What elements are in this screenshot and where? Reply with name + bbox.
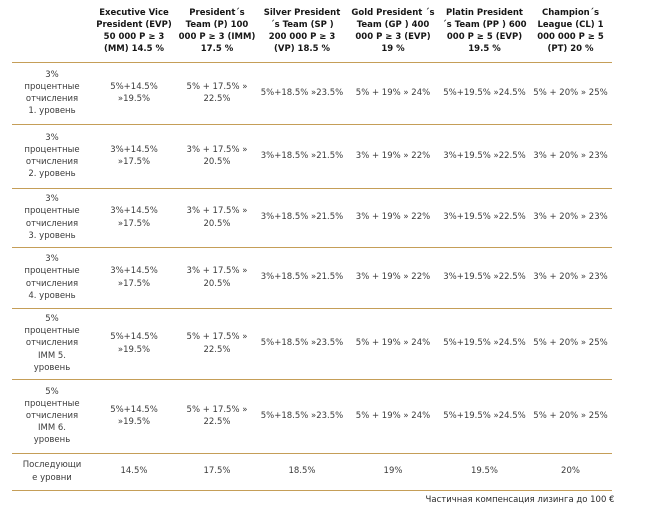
table-cell: 3%+18.5% »21.5% <box>260 212 344 223</box>
table-row-imm-level-6: 5% процентные отчисления IMM 6. уровень … <box>12 379 612 453</box>
table-cell: 5%+18.5% »23.5% <box>260 410 344 421</box>
table-cell: 5%+19.5% »24.5% <box>443 87 526 98</box>
table-cell: 3%+19.5% »22.5% <box>443 212 526 223</box>
table-row-level-2: 3% процентные отчисления 2. уровень 3%+1… <box>12 124 612 188</box>
table-cell: 3%+14.5% »17.5% <box>110 206 158 229</box>
table-cell: 3%+19.5% »22.5% <box>443 150 526 161</box>
table-row-level-3: 3% процентные отчисления 3. уровень 3%+1… <box>12 188 612 247</box>
table-cell: 19% <box>383 466 403 477</box>
table-cell: 20% <box>561 466 580 477</box>
row-label: 5% процентные отчисления IMM 6. уровень <box>24 386 80 446</box>
table-cell: 3%+19.5% »22.5% <box>443 272 526 283</box>
row-label: 3% процентные отчисления 2. уровень <box>24 132 80 180</box>
table-cell: 3% + 17.5% » 20.5% <box>186 144 248 167</box>
table-cell: 5%+14.5% »19.5% <box>110 404 158 427</box>
column-header-gold-presidents-team: Gold President ´s Team (GP ) 400 000 P ≥… <box>351 7 435 54</box>
table-row-imm-level-5: 5% процентные отчисления IMM 5. уровень … <box>12 308 612 379</box>
table-cell: 5% + 17.5% » 22.5% <box>186 332 248 355</box>
table-cell: 5%+18.5% »23.5% <box>260 338 344 349</box>
table-cell: 5%+14.5% »19.5% <box>110 332 158 355</box>
table-cell: 5%+19.5% »24.5% <box>443 338 526 349</box>
table-cell: 5% + 20% » 25% <box>533 338 608 349</box>
table-cell: 17.5% <box>203 466 231 477</box>
table-cell: 3%+14.5% »17.5% <box>110 266 158 289</box>
table-cell: 3% + 19% » 22% <box>355 272 431 283</box>
column-header-presidents-team: President´s Team (P) 100 000 P ≥ 3 (IMM)… <box>178 7 256 54</box>
table-cell: 3% + 19% » 22% <box>355 212 431 223</box>
table-cell: 5%+18.5% »23.5% <box>260 87 344 98</box>
table-row-subsequent-levels: Последующие уровни 14.5% 17.5% 18.5% 19%… <box>12 453 612 490</box>
table-cell: 3% + 19% » 22% <box>355 150 431 161</box>
table-cell: 5%+14.5% »19.5% <box>110 81 158 104</box>
table-row-level-1: 3% процентные отчисления 1. уровень 5%+1… <box>12 62 612 124</box>
column-header-evp: Executive Vice President (EVP) 50 000 P … <box>96 7 172 54</box>
table-cell: 18.5% <box>288 466 316 477</box>
table-cell: 5% + 20% » 25% <box>533 410 608 421</box>
table-cell: 3%+14.5% »17.5% <box>110 144 158 167</box>
table-cell: 3%+18.5% »21.5% <box>260 272 344 283</box>
row-label: 3% процентные отчисления 3. уровень <box>24 194 80 241</box>
column-header-champions-league: Champion´s League (CL) 1 000 000 P ≥ 5 (… <box>537 7 604 54</box>
header-row: Executive Vice President (EVP) 50 000 P … <box>12 0 612 62</box>
corner-cell <box>12 0 92 62</box>
compensation-table: Executive Vice President (EVP) 50 000 P … <box>12 0 612 491</box>
table-cell: 5% + 17.5% » 22.5% <box>186 404 248 427</box>
table-cell: 5% + 17.5% » 22.5% <box>186 81 248 104</box>
row-label: 3% процентные отчисления 4. уровень <box>24 254 80 301</box>
table-cell: 5% + 20% » 25% <box>533 87 608 98</box>
table-cell: 3%+18.5% »21.5% <box>260 150 344 161</box>
row-label: 3% процентные отчисления 1. уровень <box>24 69 80 117</box>
table-cell: 5% + 19% » 24% <box>355 410 431 421</box>
table-cell: 5% + 19% » 24% <box>355 338 431 349</box>
table-cell: 3% + 17.5% » 20.5% <box>186 206 248 229</box>
row-label: 5% процентные отчисления IMM 5. уровень <box>24 314 80 373</box>
column-header-silver-presidents-team: Silver President ´s Team (SP ) 200 000 P… <box>263 7 341 54</box>
table-cell: 5%+19.5% »24.5% <box>443 410 526 421</box>
table-cell: 5% + 19% » 24% <box>355 87 431 98</box>
table-row-level-4: 3% процентные отчисления 4. уровень 3%+1… <box>12 247 612 308</box>
leasing-compensation-note: Частичная компенсация лизинга до 100 € <box>425 495 615 505</box>
row-label: Последующие уровни <box>22 460 82 483</box>
table-cell: 19.5% <box>470 466 498 477</box>
table-cell: 14.5% <box>120 466 148 477</box>
table-cell: 3% + 17.5% » 20.5% <box>186 266 248 289</box>
table-cell: 3% + 20% » 23% <box>533 212 608 223</box>
table-cell: 3% + 20% » 23% <box>533 272 608 283</box>
table-cell: 3% + 20% » 23% <box>533 150 608 161</box>
column-header-platin-presidents-team: Platin President ´s Team (PP ) 600 000 P… <box>442 7 527 54</box>
